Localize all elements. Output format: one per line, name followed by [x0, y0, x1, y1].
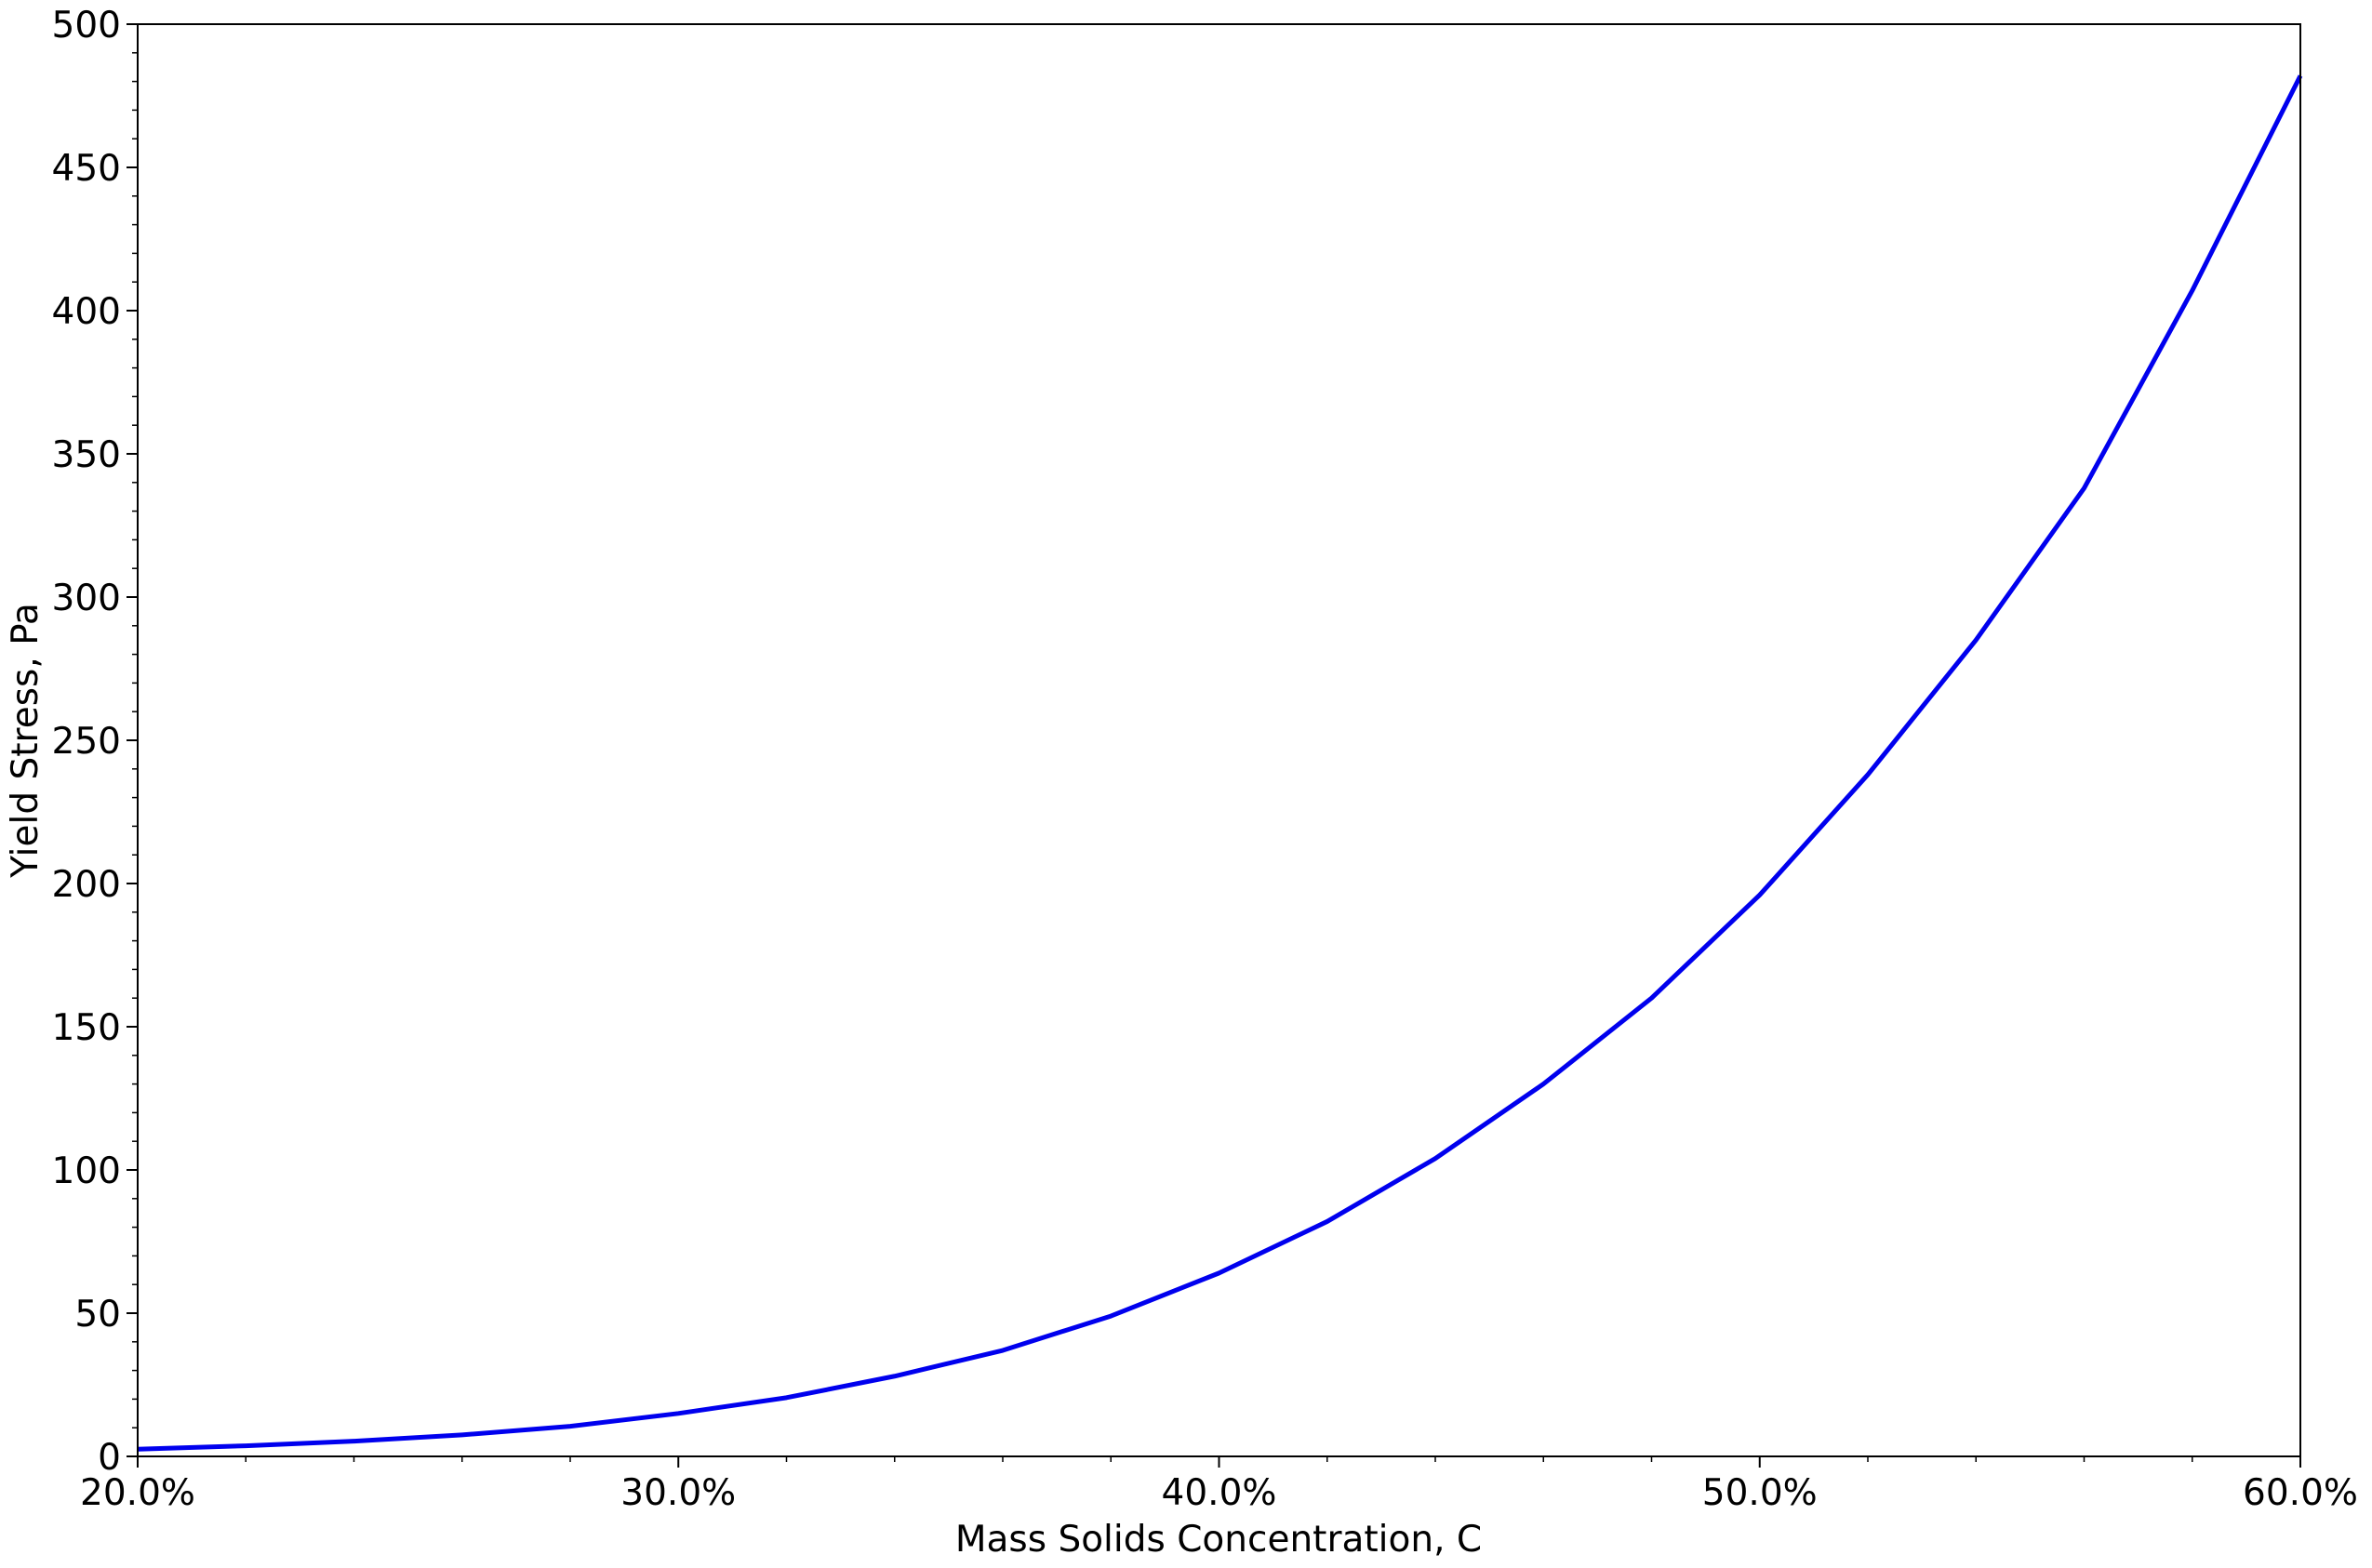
y-tick-label: 450 [52, 148, 121, 190]
x-tick-label: 60.0% [2243, 1472, 2358, 1514]
y-tick-label: 300 [52, 578, 121, 619]
plot-frame [137, 23, 2301, 1457]
y-axis-label: Yield Stress, Pa [5, 603, 47, 879]
y-tick-label: 500 [52, 5, 121, 47]
y-tick-label: 400 [52, 291, 121, 333]
y-tick-label: 350 [52, 434, 121, 476]
x-tick-label: 40.0% [1162, 1472, 1277, 1514]
y-tick-label: 100 [52, 1150, 121, 1192]
x-tick-label: 50.0% [1702, 1472, 1818, 1514]
y-tick-label: 150 [52, 1007, 121, 1049]
y-tick-label: 0 [98, 1437, 121, 1479]
x-axis-label: Mass Solids Concentration, C [955, 1519, 1482, 1561]
x-tick-label: 20.0% [80, 1472, 195, 1514]
y-tick-label: 200 [52, 864, 121, 906]
y-tick-label: 250 [52, 721, 121, 763]
x-tick-label: 30.0% [620, 1472, 736, 1514]
data-line [137, 74, 2303, 1452]
y-tick-label: 50 [74, 1294, 121, 1335]
